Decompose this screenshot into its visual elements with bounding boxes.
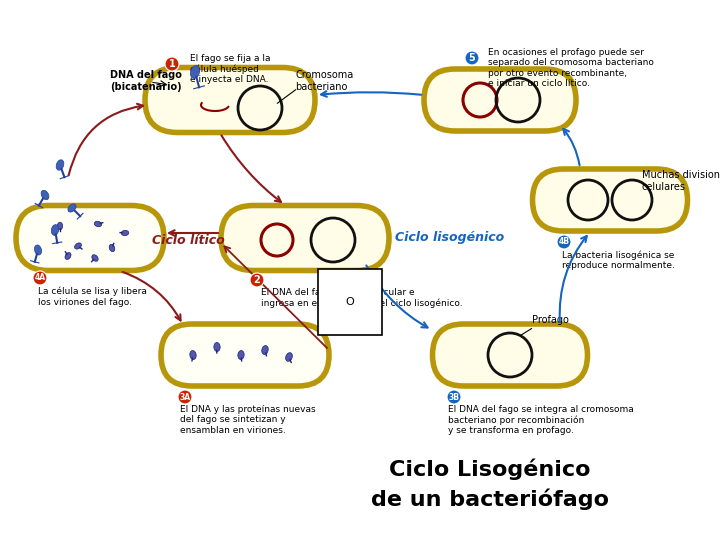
Ellipse shape — [35, 245, 42, 255]
Ellipse shape — [110, 246, 114, 251]
Text: 2: 2 — [253, 275, 261, 285]
Ellipse shape — [109, 245, 114, 252]
Circle shape — [250, 273, 264, 287]
Text: Ciclo lítico: Ciclo lítico — [152, 233, 225, 246]
Circle shape — [465, 51, 479, 65]
Text: 4A: 4A — [35, 273, 45, 282]
FancyBboxPatch shape — [533, 169, 688, 231]
Ellipse shape — [75, 243, 81, 249]
Ellipse shape — [214, 342, 220, 352]
FancyBboxPatch shape — [161, 324, 329, 386]
Circle shape — [178, 390, 192, 404]
FancyBboxPatch shape — [433, 324, 588, 386]
Text: Ciclo lisogénico: Ciclo lisogénico — [395, 232, 505, 245]
Ellipse shape — [287, 354, 291, 360]
Ellipse shape — [92, 255, 98, 261]
Circle shape — [33, 271, 47, 285]
Text: El fago se fija a la
célula huésped
e inyecta el DNA.: El fago se fija a la célula huésped e in… — [190, 54, 271, 84]
Ellipse shape — [66, 254, 70, 258]
Text: Ciclo Lisogénico: Ciclo Lisogénico — [390, 458, 590, 480]
Ellipse shape — [96, 222, 101, 226]
Text: El DNA y las proteínas nuevas
del fago se sintetizan y
ensamblan en viriones.: El DNA y las proteínas nuevas del fago s… — [180, 405, 315, 435]
Text: Profago: Profago — [532, 315, 569, 325]
Ellipse shape — [56, 160, 64, 170]
Text: La bacteria lisogénica se
reproduce normalmente.: La bacteria lisogénica se reproduce norm… — [562, 250, 675, 270]
FancyBboxPatch shape — [221, 206, 389, 271]
Text: En ocasiones el profago puede ser
separado del cromosoma bacteriano
por otro eve: En ocasiones el profago puede ser separa… — [488, 48, 654, 88]
Ellipse shape — [58, 222, 63, 230]
Text: O: O — [346, 297, 354, 307]
Ellipse shape — [65, 253, 71, 260]
FancyBboxPatch shape — [16, 206, 164, 271]
Circle shape — [447, 390, 461, 404]
Text: El DNA del fago se hace circular e
ingresa en el ciclo lítico o el ciclo lisogén: El DNA del fago se hace circular e ingre… — [261, 288, 463, 308]
FancyBboxPatch shape — [424, 69, 576, 131]
Ellipse shape — [93, 256, 97, 260]
Ellipse shape — [263, 347, 267, 353]
Ellipse shape — [58, 224, 61, 228]
Ellipse shape — [191, 352, 195, 358]
Ellipse shape — [68, 204, 76, 212]
Text: La célula se lisa y libera
los viriones del fago.: La célula se lisa y libera los viriones … — [38, 287, 147, 307]
Ellipse shape — [215, 344, 219, 350]
Text: de un bacteriófago: de un bacteriófago — [371, 488, 609, 510]
Text: 3A: 3A — [179, 393, 191, 402]
Ellipse shape — [286, 353, 292, 361]
Ellipse shape — [190, 65, 199, 78]
Circle shape — [165, 57, 179, 71]
Ellipse shape — [41, 190, 49, 200]
Ellipse shape — [121, 231, 129, 235]
FancyBboxPatch shape — [145, 68, 315, 132]
Ellipse shape — [94, 221, 102, 227]
Text: Cromosoma
bacteriano: Cromosoma bacteriano — [295, 70, 354, 92]
Text: DNA del fago
(bicatenario): DNA del fago (bicatenario) — [110, 70, 182, 92]
Text: El DNA del fago se integra al cromosoma
bacteriano por recombinación
y se transf: El DNA del fago se integra al cromosoma … — [448, 405, 634, 435]
Ellipse shape — [238, 350, 244, 360]
Ellipse shape — [76, 244, 81, 248]
Ellipse shape — [239, 352, 243, 358]
Ellipse shape — [190, 350, 196, 360]
Ellipse shape — [122, 232, 127, 234]
Text: Muchas divisiones
celulares: Muchas divisiones celulares — [642, 170, 720, 192]
Circle shape — [557, 235, 571, 249]
Text: 1: 1 — [168, 59, 176, 69]
Ellipse shape — [51, 225, 58, 235]
Ellipse shape — [262, 346, 269, 354]
Text: 4B: 4B — [559, 238, 570, 246]
Text: 5: 5 — [469, 53, 475, 63]
Text: 3B: 3B — [449, 393, 459, 402]
